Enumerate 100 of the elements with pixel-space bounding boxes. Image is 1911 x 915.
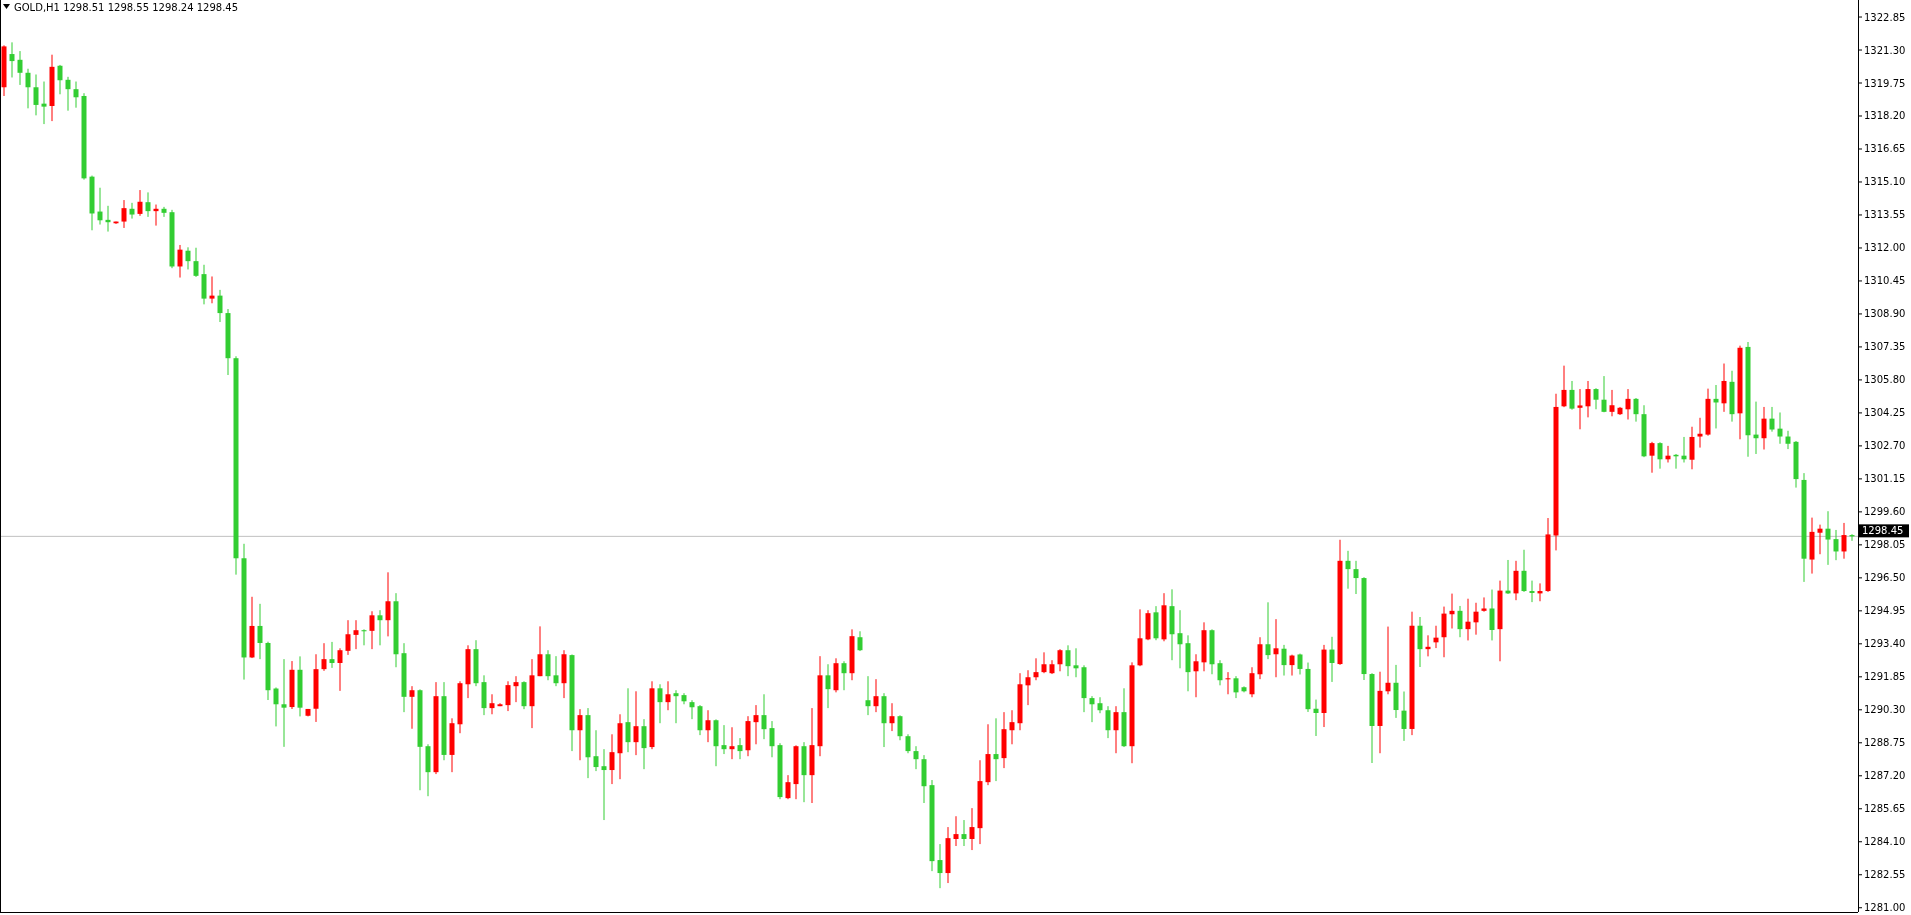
candlestick (1353, 560, 1359, 595)
candlestick (1529, 580, 1535, 603)
y-tick-label: 1310.45 (1864, 275, 1906, 287)
candlestick (737, 737, 743, 760)
candlestick (609, 733, 615, 785)
y-tick-label: 1285.65 (1864, 803, 1906, 815)
candlestick (1625, 388, 1631, 420)
candlestick (361, 628, 367, 646)
candlestick (601, 748, 607, 821)
candlestick (257, 603, 263, 660)
candlestick (337, 647, 343, 692)
candlestick (537, 625, 543, 677)
candlestick (353, 619, 359, 650)
y-tick-label: 1316.65 (1864, 143, 1906, 155)
y-tick-label: 1301.15 (1864, 473, 1906, 485)
candlestick (953, 815, 959, 847)
candlestick (1417, 616, 1423, 668)
candlestick (1217, 659, 1223, 686)
candlestick (73, 81, 79, 109)
candlestick (1065, 644, 1071, 677)
candlestick (161, 206, 167, 218)
candlestick (785, 774, 791, 800)
candlestick (193, 247, 199, 278)
candlestick (913, 745, 919, 770)
y-tick-label: 1281.00 (1864, 902, 1906, 914)
candlestick (1281, 644, 1287, 677)
candlestick (1025, 669, 1031, 706)
y-tick-label: 1299.60 (1864, 506, 1906, 518)
candlestick (97, 187, 103, 226)
candlestick (1761, 406, 1767, 451)
candlestick (545, 649, 551, 681)
y-tick-label: 1290.30 (1864, 704, 1906, 716)
candlestick (577, 708, 583, 761)
candlestick (145, 191, 151, 218)
candlestick (905, 733, 911, 754)
candlestick (1177, 609, 1183, 669)
candlestick (1329, 636, 1335, 683)
candlestick (1193, 653, 1199, 698)
candlestick (625, 687, 631, 753)
candlestick (1785, 430, 1791, 450)
candlestick (489, 693, 495, 715)
candlestick (9, 41, 15, 78)
candlestick (217, 289, 223, 323)
candlestick (1825, 510, 1831, 566)
candlestick (1489, 589, 1495, 641)
candlestick (1569, 380, 1575, 411)
y-tick-label: 1322.85 (1864, 11, 1906, 23)
y-tick-label: 1291.85 (1864, 671, 1906, 683)
y-tick-label: 1305.80 (1864, 374, 1906, 386)
candlestick (1657, 441, 1663, 470)
candlestick (1585, 380, 1591, 418)
candlestick (329, 641, 335, 669)
candlestick (1601, 375, 1607, 413)
candlestick (129, 202, 135, 220)
candlestick (1289, 654, 1295, 677)
candlestick (1041, 651, 1047, 674)
candlestick (1777, 411, 1783, 445)
y-tick-label: 1294.95 (1864, 605, 1906, 617)
candlestick (1521, 549, 1527, 593)
candlestick (121, 199, 127, 229)
candlestick (721, 724, 727, 755)
candlestick (673, 689, 679, 724)
candlestick (665, 680, 671, 711)
candlestick (657, 683, 663, 724)
candlestick (385, 571, 391, 637)
candlestick (513, 675, 519, 703)
candlestick (1097, 696, 1103, 714)
chart-title: GOLD,H1 1298.51 1298.55 1298.24 1298.45 (14, 1, 239, 13)
y-tick-label: 1287.20 (1864, 770, 1906, 782)
candlestick (705, 709, 711, 743)
candlestick (345, 619, 351, 656)
candlestick (57, 64, 63, 95)
y-tick-label: 1284.10 (1864, 836, 1906, 848)
candlestick (1249, 666, 1255, 698)
candlestick (1057, 648, 1063, 672)
candlestick (825, 663, 831, 709)
y-tick-label: 1319.75 (1864, 77, 1906, 89)
candlestick (1401, 691, 1407, 742)
candlestick (937, 843, 943, 889)
candlestick (177, 244, 183, 279)
candlestick (1089, 695, 1095, 723)
candlestick (369, 610, 375, 650)
candlestick (1073, 647, 1079, 678)
candlestick (1225, 671, 1231, 695)
y-tick-label: 1307.35 (1864, 341, 1906, 353)
candlestick (553, 655, 559, 687)
candlestick (1817, 524, 1823, 555)
candlestick (761, 693, 767, 740)
candlestick (17, 50, 23, 86)
candlestick (1513, 560, 1519, 601)
candlestick (1033, 657, 1039, 681)
candlestick (897, 714, 903, 741)
candlestick (1113, 705, 1119, 754)
candlestick (505, 680, 511, 712)
y-tick-label: 1321.30 (1864, 44, 1906, 56)
candlestick (1457, 605, 1463, 638)
candlestick (1481, 596, 1487, 613)
candlestick (1441, 606, 1447, 658)
candlestick (409, 685, 415, 730)
ref-line-label: 1298.45 (1862, 525, 1904, 537)
